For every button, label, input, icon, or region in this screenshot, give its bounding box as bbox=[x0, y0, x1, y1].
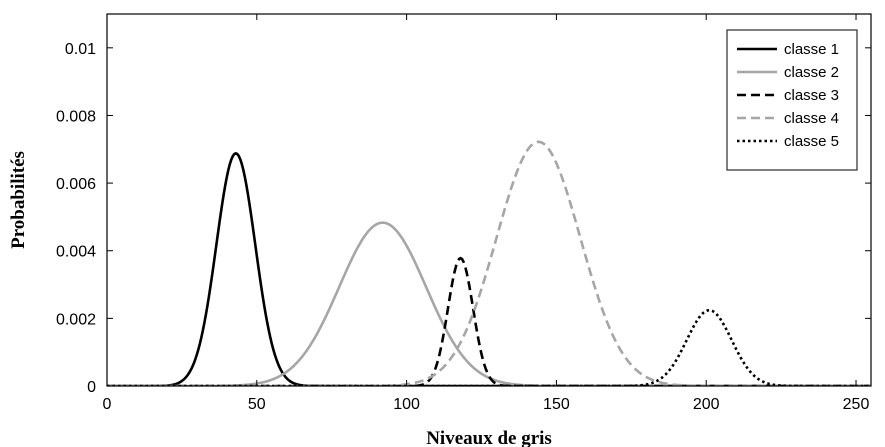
y-tick-label: 0.002 bbox=[56, 311, 96, 328]
series-line-classe-1 bbox=[107, 151, 871, 386]
series-line-classe-2 bbox=[107, 221, 871, 386]
legend-label-classe-2: classe 2 bbox=[784, 64, 839, 81]
legend-label-classe-5: classe 5 bbox=[784, 133, 839, 150]
legend-label-classe-4: classe 4 bbox=[784, 110, 839, 127]
x-tick-label: 0 bbox=[103, 396, 112, 413]
y-tick-label: 0.004 bbox=[56, 244, 96, 261]
y-tick-label: 0.006 bbox=[56, 176, 96, 193]
y-tick-label: 0.01 bbox=[65, 41, 96, 58]
plot-frame bbox=[106, 13, 872, 387]
ticks-layer: 0 50 100 150 200 250 0 0.002 0.004 0.006 0.008 0.01 bbox=[56, 14, 871, 413]
x-tick-label: 250 bbox=[843, 396, 870, 413]
legend: classe 1 classe 2 classe 3 classe 4 classe 5 bbox=[726, 29, 858, 171]
legend-label-classe-3: classe 3 bbox=[784, 87, 839, 104]
axes-layer bbox=[106, 13, 872, 387]
x-axis-title: Niveaux de gris bbox=[426, 428, 552, 447]
series-line-classe-5 bbox=[107, 308, 871, 386]
y-axis-title: Probabilités bbox=[8, 151, 29, 249]
y-tick-label: 0 bbox=[87, 379, 96, 396]
x-tick-label: 200 bbox=[693, 396, 720, 413]
x-tick-label: 50 bbox=[248, 396, 266, 413]
legend-box bbox=[726, 29, 858, 171]
y-tick-label: 0.008 bbox=[56, 108, 96, 125]
series-line-classe-4 bbox=[107, 140, 871, 386]
legend-label-classe-1: classe 1 bbox=[784, 41, 839, 58]
x-tick-label: 150 bbox=[543, 396, 570, 413]
curves-layer bbox=[107, 140, 871, 386]
series-line-classe-3 bbox=[107, 256, 871, 386]
x-tick-label: 100 bbox=[393, 396, 420, 413]
